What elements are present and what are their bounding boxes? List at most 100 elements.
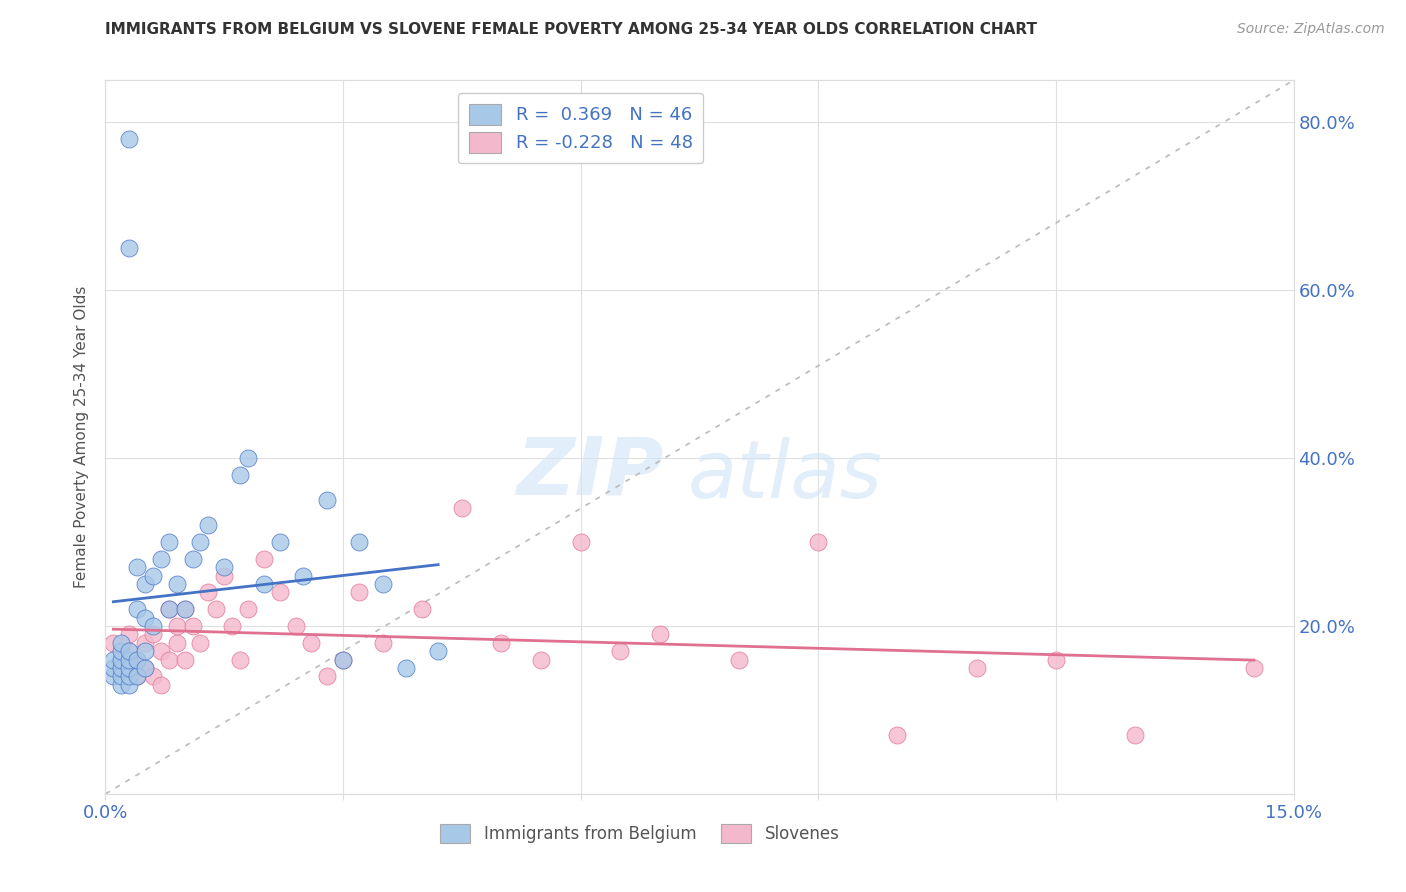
Point [491,636,513,650]
Point [1243,661,1265,675]
Point [807,535,830,549]
Point [395,661,418,675]
Point [127,602,149,616]
Point [347,585,370,599]
Point [142,627,165,641]
Point [269,535,291,549]
Point [134,577,156,591]
Text: IMMIGRANTS FROM BELGIUM VS SLOVENE FEMALE POVERTY AMONG 25-34 YEAR OLDS CORRELAT: IMMIGRANTS FROM BELGIUM VS SLOVENE FEMAL… [105,22,1038,37]
Point [142,669,165,683]
Point [110,678,132,692]
Point [127,669,149,683]
Point [728,652,751,666]
Point [166,577,188,591]
Point [197,518,219,533]
Point [118,627,141,641]
Point [149,678,172,692]
Point [110,652,132,666]
Point [332,652,354,666]
Point [214,560,236,574]
Point [173,602,195,616]
Point [127,652,149,666]
Point [609,644,631,658]
Point [284,619,307,633]
Point [648,627,671,641]
Point [229,652,252,666]
Point [118,669,141,683]
Point [103,669,125,683]
Point [347,535,370,549]
Point [569,535,592,549]
Point [316,493,339,508]
Point [157,602,180,616]
Point [197,585,219,599]
Point [149,644,172,658]
Point [134,661,156,675]
Point [118,661,141,675]
Point [190,535,212,549]
Point [118,132,141,146]
Point [166,636,188,650]
Point [181,551,204,566]
Y-axis label: Female Poverty Among 25-34 Year Olds: Female Poverty Among 25-34 Year Olds [75,286,90,588]
Point [103,661,125,675]
Point [1123,728,1146,742]
Text: Source: ZipAtlas.com: Source: ZipAtlas.com [1237,22,1385,37]
Point [269,585,291,599]
Point [110,661,132,675]
Point [316,669,339,683]
Point [118,241,141,255]
Point [110,636,132,650]
Point [1045,652,1067,666]
Point [221,619,243,633]
Point [886,728,908,742]
Point [173,602,195,616]
Point [110,644,132,658]
Legend: Immigrants from Belgium, Slovenes: Immigrants from Belgium, Slovenes [434,817,846,850]
Point [205,602,228,616]
Point [214,568,236,582]
Point [118,678,141,692]
Point [253,577,276,591]
Point [236,451,259,466]
Point [253,551,276,566]
Text: ZIP: ZIP [516,434,664,512]
Point [173,652,195,666]
Point [181,619,204,633]
Point [166,619,188,633]
Point [966,661,988,675]
Point [157,602,180,616]
Point [332,652,354,666]
Point [371,636,394,650]
Point [149,551,172,566]
Point [427,644,450,658]
Point [157,652,180,666]
Point [236,602,259,616]
Point [142,619,165,633]
Point [450,501,472,516]
Point [110,652,132,666]
Point [110,669,132,683]
Point [134,610,156,624]
Point [127,669,149,683]
Point [103,636,125,650]
Point [103,652,125,666]
Point [411,602,433,616]
Point [229,467,252,482]
Point [142,568,165,582]
Point [157,535,180,549]
Point [118,652,141,666]
Point [127,560,149,574]
Point [190,636,212,650]
Point [371,577,394,591]
Point [134,661,156,675]
Point [118,644,141,658]
Point [127,652,149,666]
Text: atlas: atlas [688,437,883,516]
Point [118,644,141,658]
Point [299,636,322,650]
Point [530,652,553,666]
Point [134,636,156,650]
Point [134,644,156,658]
Point [292,568,315,582]
